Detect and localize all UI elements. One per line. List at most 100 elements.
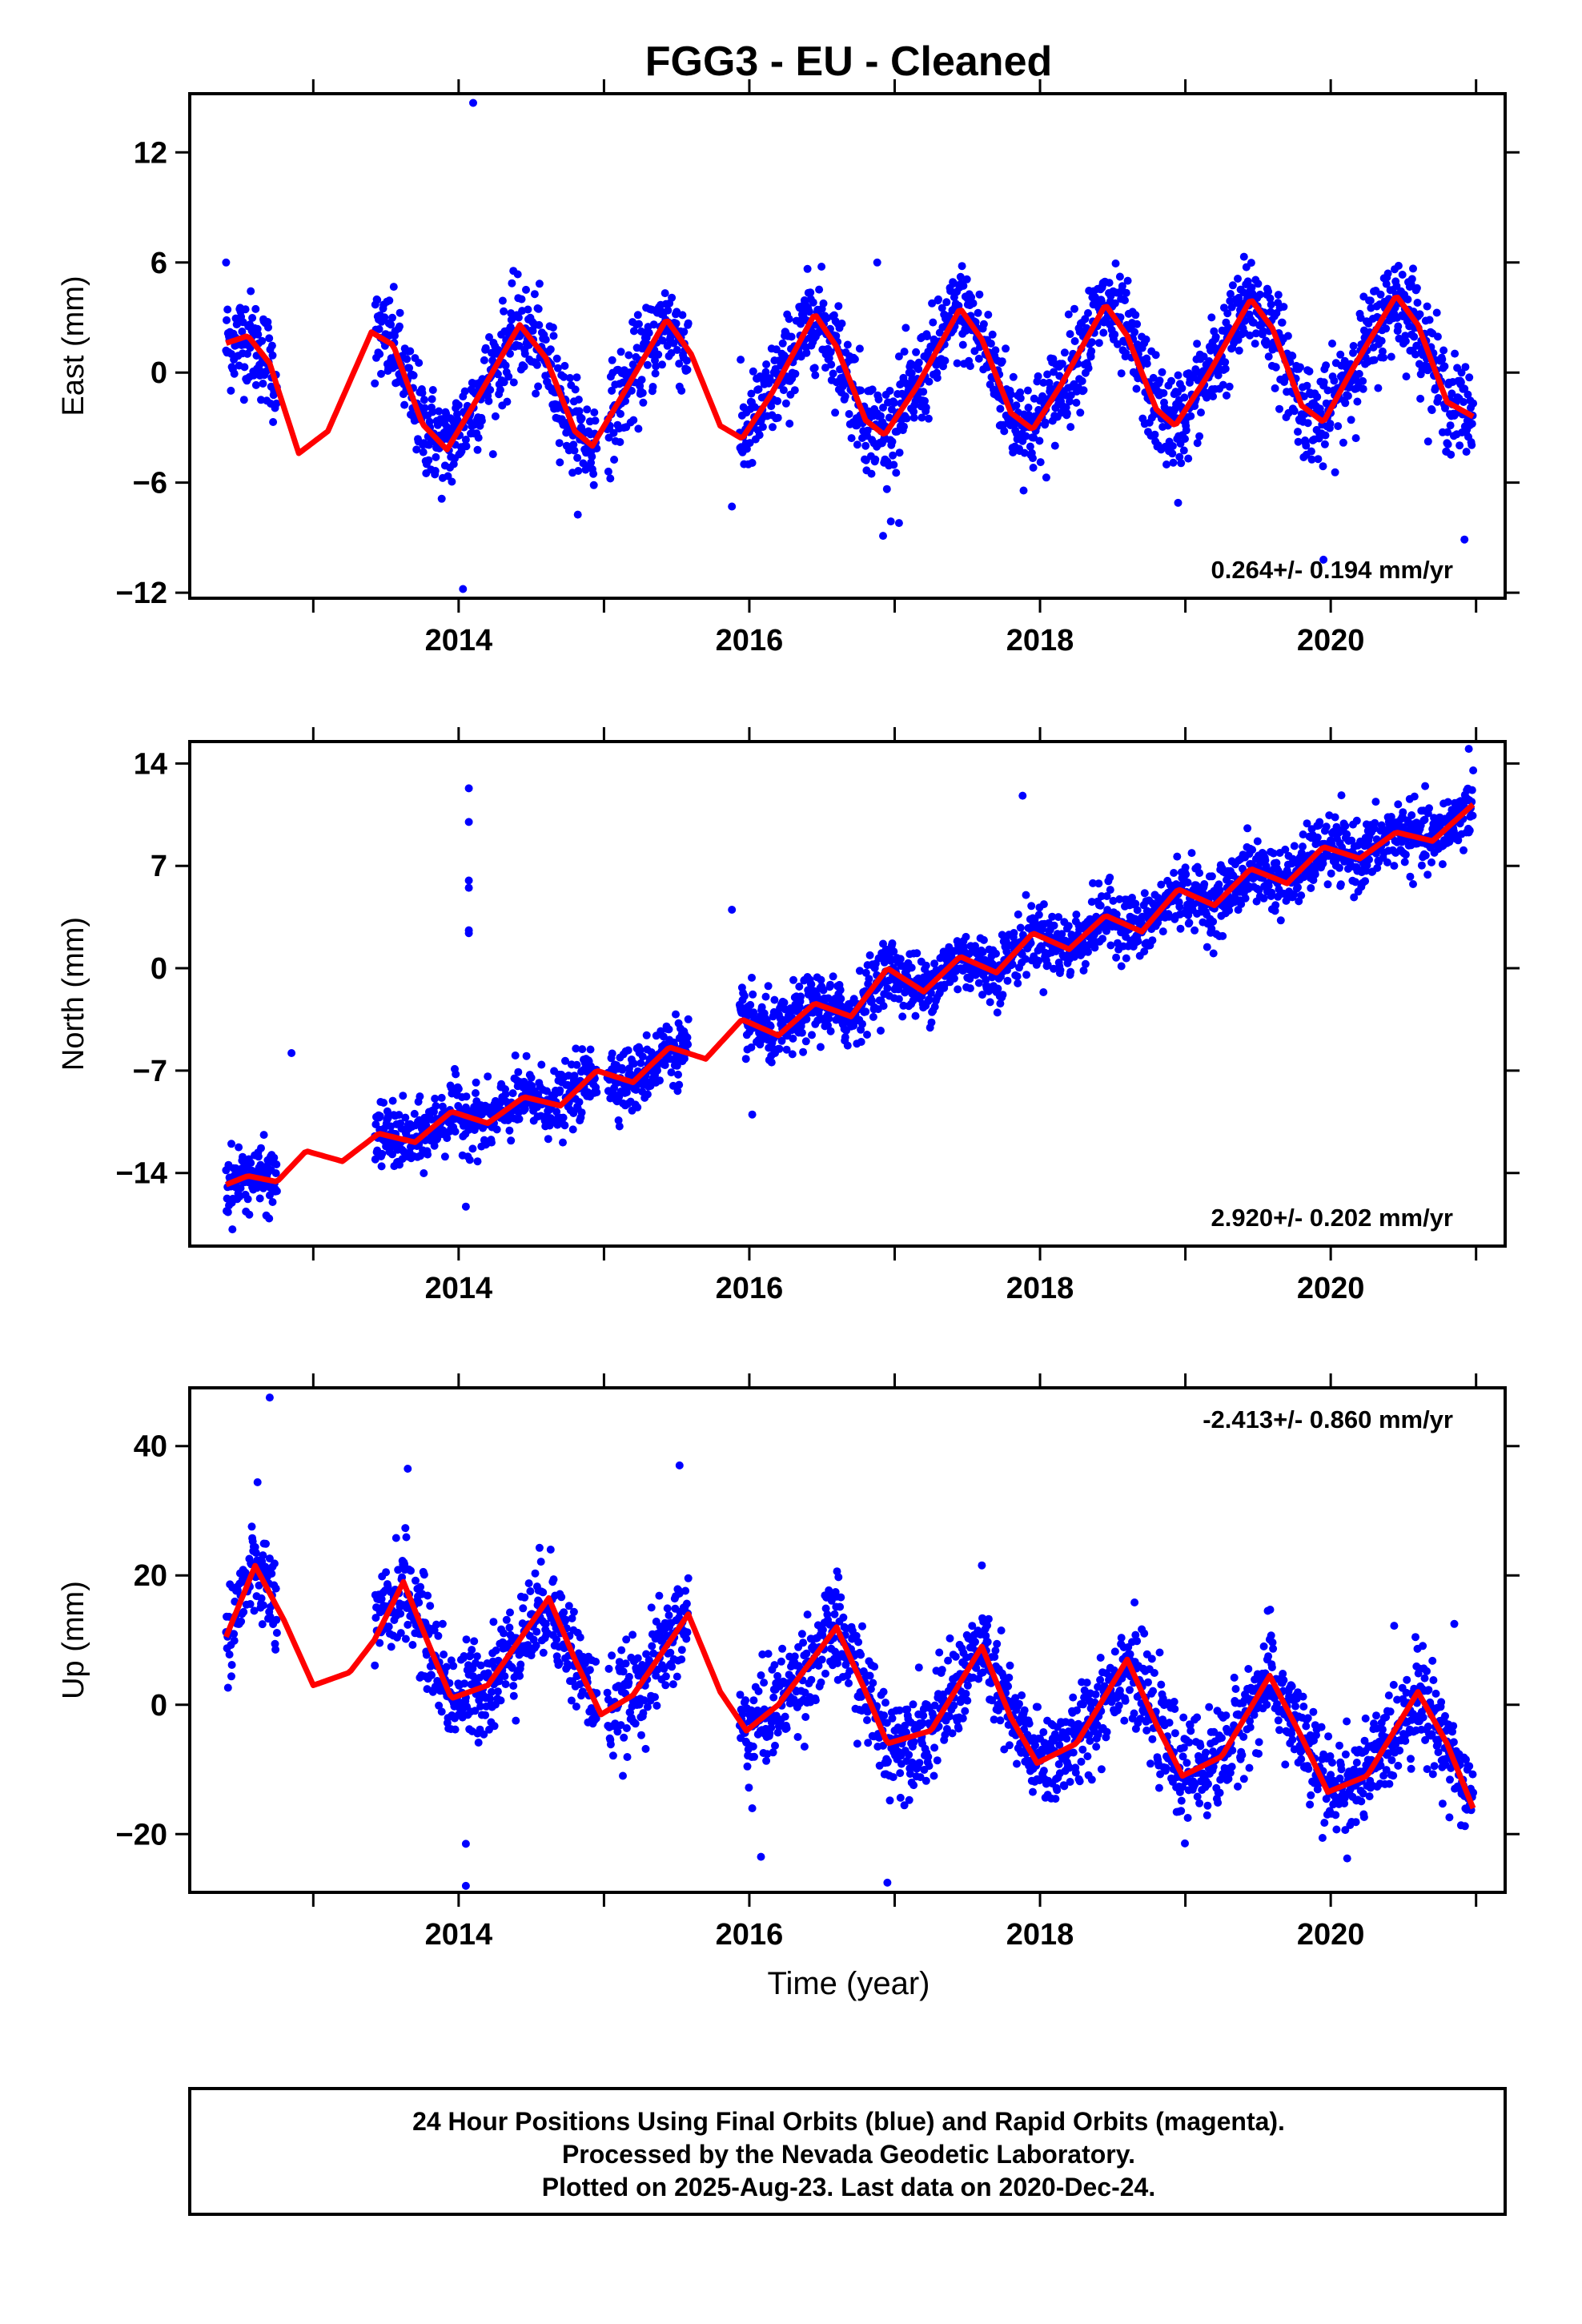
data-point bbox=[843, 1041, 852, 1050]
data-point bbox=[1440, 362, 1449, 371]
data-point bbox=[509, 378, 518, 387]
data-point bbox=[832, 332, 841, 340]
data-point bbox=[843, 340, 852, 349]
data-point bbox=[1406, 872, 1415, 881]
data-point bbox=[895, 448, 904, 457]
data-point bbox=[1219, 380, 1227, 389]
data-point bbox=[653, 1066, 661, 1075]
data-point bbox=[434, 1631, 443, 1640]
data-point bbox=[508, 1089, 517, 1098]
data-point bbox=[892, 468, 901, 477]
data-point bbox=[837, 320, 846, 328]
data-point bbox=[1122, 348, 1130, 357]
data-point bbox=[1094, 879, 1103, 888]
data-point bbox=[1072, 911, 1081, 919]
data-point bbox=[1465, 826, 1474, 834]
data-point bbox=[867, 469, 876, 478]
data-point bbox=[443, 1134, 452, 1143]
data-point bbox=[1115, 272, 1124, 281]
data-point bbox=[223, 316, 231, 324]
data-point bbox=[803, 264, 812, 273]
data-point bbox=[1013, 972, 1022, 981]
data-point bbox=[618, 1065, 627, 1074]
data-point bbox=[1431, 384, 1439, 392]
data-point bbox=[665, 1025, 673, 1034]
data-point bbox=[1209, 392, 1218, 400]
data-point bbox=[431, 1094, 440, 1103]
data-point bbox=[938, 304, 946, 312]
data-point bbox=[877, 412, 885, 420]
data-point bbox=[522, 1051, 531, 1060]
data-point bbox=[1241, 894, 1250, 903]
x-tick-label: 2014 bbox=[425, 1272, 493, 1305]
data-point bbox=[460, 1679, 469, 1688]
data-point bbox=[1307, 455, 1316, 464]
data-point bbox=[1235, 346, 1243, 355]
data-point bbox=[1084, 309, 1092, 317]
data-point bbox=[879, 1002, 888, 1011]
data-point bbox=[1041, 418, 1050, 427]
data-point bbox=[402, 1533, 411, 1542]
data-point bbox=[1070, 304, 1078, 313]
data-point bbox=[1122, 954, 1130, 963]
data-point bbox=[577, 1108, 586, 1117]
data-point bbox=[498, 296, 507, 305]
data-point bbox=[389, 283, 398, 292]
data-point bbox=[1271, 363, 1280, 372]
data-point bbox=[257, 1594, 266, 1602]
data-point bbox=[532, 389, 540, 398]
data-point bbox=[1253, 837, 1262, 846]
data-point bbox=[1130, 328, 1139, 336]
data-point bbox=[396, 308, 404, 317]
data-point bbox=[247, 287, 255, 296]
data-point bbox=[1014, 910, 1022, 919]
data-point bbox=[267, 341, 276, 350]
data-point bbox=[1168, 442, 1177, 450]
data-point bbox=[237, 1617, 246, 1626]
data-point bbox=[802, 1015, 811, 1023]
data-point bbox=[254, 330, 263, 339]
data-point bbox=[264, 323, 272, 332]
data-point bbox=[1443, 428, 1452, 436]
data-point bbox=[1400, 858, 1409, 866]
data-point bbox=[811, 371, 820, 380]
data-point bbox=[1401, 337, 1410, 345]
data-point bbox=[1246, 331, 1255, 340]
data-point bbox=[868, 385, 877, 394]
data-point bbox=[777, 1036, 786, 1045]
data-point bbox=[1275, 404, 1283, 413]
data-point bbox=[388, 1150, 396, 1159]
data-point bbox=[1456, 441, 1464, 450]
data-point bbox=[426, 1602, 435, 1610]
data-point bbox=[238, 328, 247, 336]
data-point bbox=[797, 1028, 806, 1037]
data-point bbox=[930, 959, 939, 968]
data-point bbox=[270, 1559, 279, 1568]
x-tick-label: 2014 bbox=[425, 624, 493, 657]
data-point bbox=[781, 399, 790, 408]
data-point bbox=[1465, 373, 1474, 382]
data-point bbox=[1355, 369, 1363, 378]
data-point bbox=[1035, 436, 1044, 445]
data-point bbox=[573, 510, 582, 519]
data-point bbox=[1193, 340, 1202, 348]
data-point bbox=[1148, 936, 1157, 945]
data-point bbox=[836, 986, 845, 995]
outlier-point bbox=[748, 1110, 757, 1119]
data-point bbox=[962, 932, 970, 941]
data-point bbox=[223, 1208, 232, 1216]
data-point bbox=[1193, 439, 1202, 448]
data-point bbox=[472, 1652, 481, 1661]
data-point bbox=[1335, 863, 1343, 872]
data-point bbox=[1177, 459, 1186, 468]
data-point bbox=[520, 1104, 529, 1113]
data-point bbox=[241, 305, 250, 314]
data-point bbox=[857, 1038, 865, 1046]
data-point bbox=[986, 340, 995, 348]
data-point bbox=[941, 356, 950, 365]
data-point bbox=[379, 1099, 388, 1107]
data-point bbox=[826, 980, 834, 989]
data-point bbox=[1438, 860, 1447, 869]
data-point bbox=[795, 983, 804, 991]
data-point bbox=[382, 1568, 391, 1577]
